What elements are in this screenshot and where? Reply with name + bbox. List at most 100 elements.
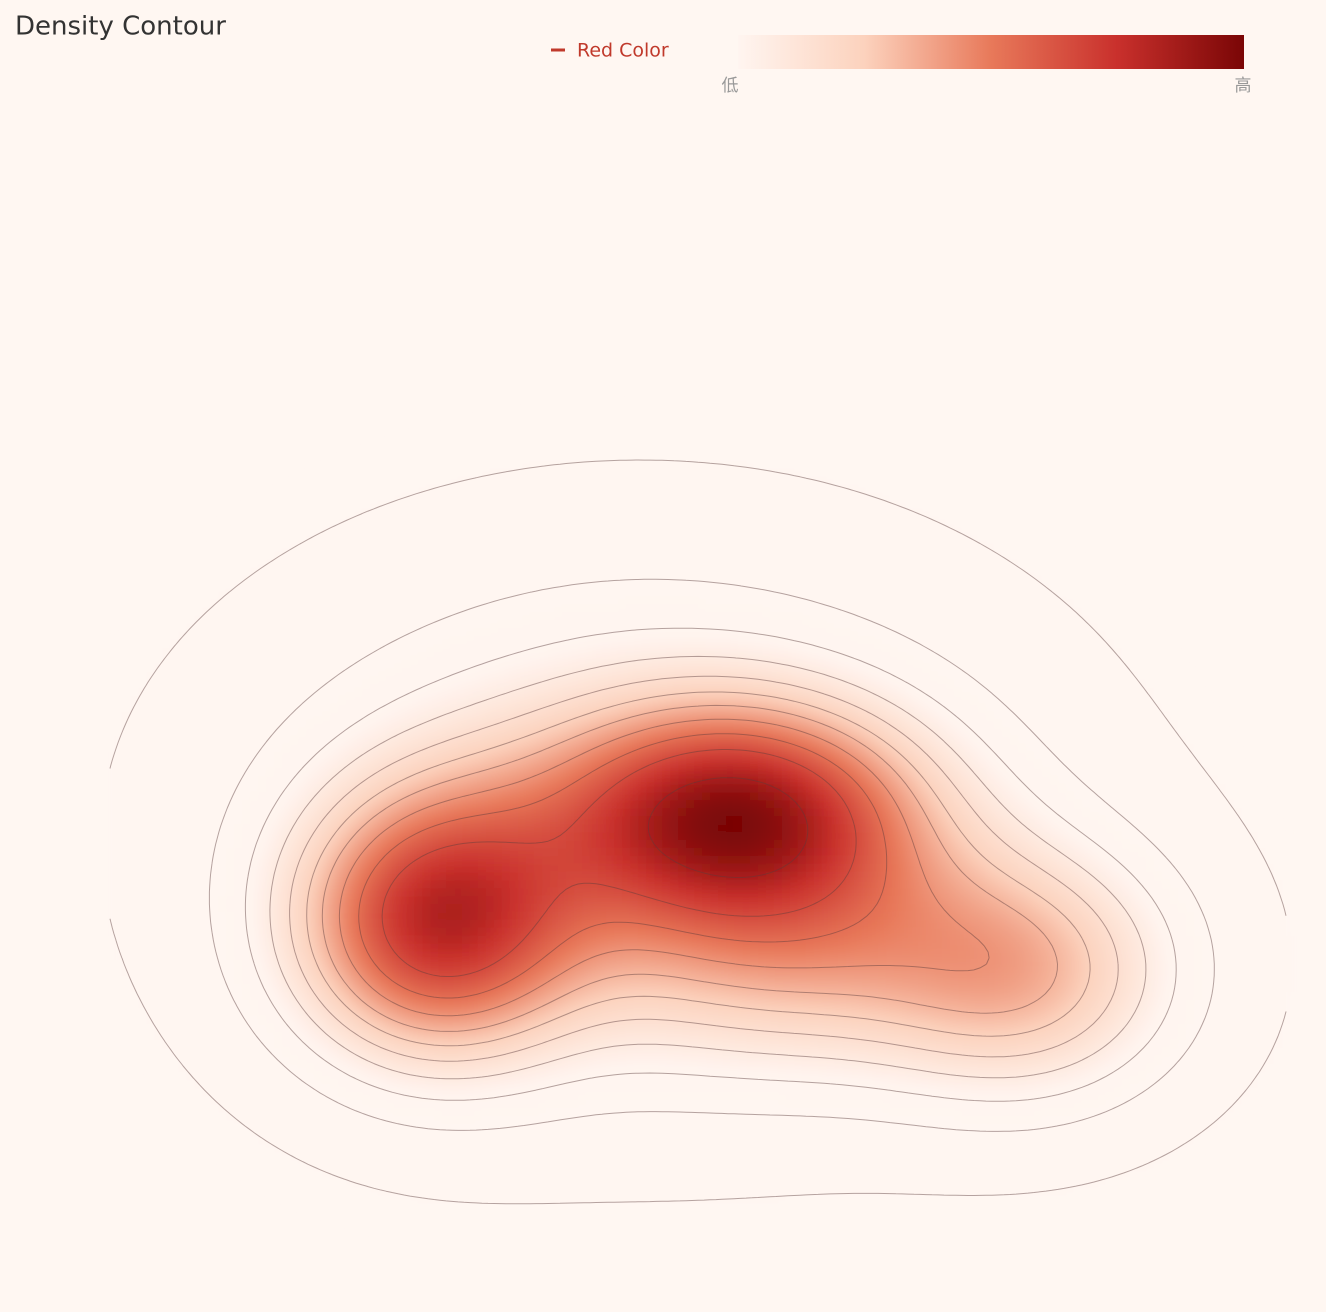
- density-cell: [214, 688, 223, 697]
- density-cell: [1038, 592, 1047, 601]
- density-cell: [1118, 736, 1127, 745]
- density-cell: [502, 448, 511, 457]
- density-cell: [614, 432, 623, 441]
- density-cell: [454, 760, 463, 769]
- density-cell: [854, 440, 863, 449]
- density-cell: [534, 504, 543, 513]
- density-cell: [902, 712, 911, 721]
- density-cell: [862, 504, 871, 513]
- density-cell: [574, 760, 583, 769]
- density-cell: [1182, 720, 1191, 729]
- density-cell: [1118, 744, 1127, 753]
- density-cell: [430, 608, 439, 617]
- density-cell: [518, 648, 527, 657]
- density-cell: [494, 528, 503, 537]
- density-cell: [846, 656, 855, 665]
- density-cell: [478, 648, 487, 657]
- density-cell: [142, 648, 151, 657]
- density-cell: [766, 488, 775, 497]
- density-cell: [614, 704, 623, 713]
- density-cell: [422, 440, 431, 449]
- density-cell: [718, 568, 727, 577]
- density-cell: [1102, 680, 1111, 689]
- density-cell: [1014, 744, 1023, 753]
- density-cell: [998, 616, 1007, 625]
- density-cell: [918, 672, 927, 681]
- density-cell: [598, 728, 607, 737]
- density-cell: [518, 472, 527, 481]
- density-cell: [1238, 744, 1247, 753]
- density-cell: [654, 488, 663, 497]
- density-cell: [318, 696, 327, 705]
- density-cell: [710, 432, 719, 441]
- density-cell: [342, 608, 351, 617]
- density-cell: [1030, 512, 1039, 521]
- density-cell: [950, 648, 959, 657]
- density-cell: [638, 472, 647, 481]
- density-cell: [1006, 600, 1015, 609]
- density-cell: [678, 696, 687, 705]
- density-cell: [254, 520, 263, 529]
- density-cell: [862, 576, 871, 585]
- density-cell: [934, 536, 943, 545]
- density-cell: [918, 688, 927, 697]
- density-cell: [678, 504, 687, 513]
- density-cell: [374, 480, 383, 489]
- density-cell: [966, 584, 975, 593]
- density-cell: [1006, 664, 1015, 673]
- density-cell: [350, 696, 359, 705]
- density-cell: [414, 624, 423, 633]
- density-cell: [806, 544, 815, 553]
- density-cell: [142, 720, 151, 729]
- density-cell: [110, 640, 119, 649]
- density-cell: [622, 640, 631, 649]
- density-cell: [638, 688, 647, 697]
- density-cell: [494, 512, 503, 521]
- density-cell: [262, 688, 271, 697]
- density-cell: [1022, 648, 1031, 657]
- density-cell: [662, 592, 671, 601]
- density-cell: [974, 704, 983, 713]
- density-cell: [1062, 624, 1071, 633]
- density-cell: [1102, 576, 1111, 585]
- visual-map-bar[interactable]: [738, 35, 1244, 69]
- density-cell: [1006, 736, 1015, 745]
- density-cell: [150, 712, 159, 721]
- density-cell: [766, 448, 775, 457]
- density-cell: [1062, 552, 1071, 561]
- density-cell: [926, 504, 935, 513]
- density-cell: [1078, 576, 1087, 585]
- density-cell: [790, 424, 799, 433]
- density-cell: [374, 472, 383, 481]
- density-cell: [974, 536, 983, 545]
- density-cell: [278, 648, 287, 657]
- density-cell: [910, 616, 919, 625]
- density-surface: [110, 408, 1295, 1249]
- density-cell: [574, 416, 583, 425]
- density-cell: [342, 544, 351, 553]
- density-cell: [630, 664, 639, 673]
- density-cell: [1142, 752, 1151, 761]
- density-cell: [686, 488, 695, 497]
- density-cell: [166, 632, 175, 641]
- density-cell: [694, 576, 703, 585]
- density-cell: [574, 424, 583, 433]
- density-cell: [718, 432, 727, 441]
- density-cell: [198, 560, 207, 569]
- density-cell: [1078, 600, 1087, 609]
- density-cell: [918, 720, 927, 729]
- density-cell: [726, 720, 735, 729]
- density-cell: [614, 448, 623, 457]
- density-cell: [478, 736, 487, 745]
- density-cell: [646, 688, 655, 697]
- density-cell: [710, 712, 719, 721]
- density-cell: [1038, 680, 1047, 689]
- density-cell: [382, 744, 391, 753]
- density-cell: [1126, 624, 1135, 633]
- density-cell: [734, 728, 743, 737]
- density-cell: [1022, 576, 1031, 585]
- legend[interactable]: Red Color: [551, 40, 669, 62]
- density-cell: [318, 712, 327, 721]
- density-cell: [286, 648, 295, 657]
- legend-label[interactable]: Red Color: [577, 40, 669, 62]
